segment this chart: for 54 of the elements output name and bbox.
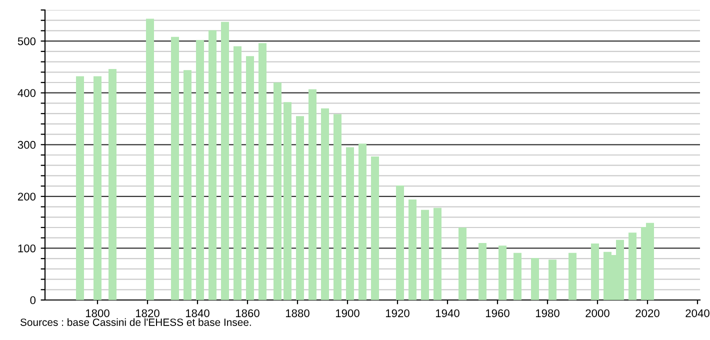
x-tick-label: 2000	[586, 309, 610, 318]
bar	[346, 147, 354, 300]
bar	[208, 30, 216, 300]
bar	[274, 82, 282, 300]
x-tick-label: 1900	[336, 309, 360, 318]
bar	[234, 46, 242, 300]
bar	[358, 144, 366, 300]
bar	[221, 22, 229, 300]
bar	[568, 252, 576, 300]
x-tick-label: 1820	[136, 309, 160, 318]
bar	[591, 244, 599, 300]
bar	[296, 116, 304, 300]
y-tick-label: 200	[18, 192, 36, 201]
x-tick-label: 1960	[486, 309, 510, 318]
bar	[334, 114, 342, 300]
bar	[184, 70, 192, 300]
bar	[146, 18, 154, 300]
y-tick-label: 100	[18, 244, 36, 252]
x-tick-label: 1940	[436, 309, 460, 318]
x-tick-label: 1880	[286, 309, 310, 318]
bar	[478, 243, 486, 300]
bar	[408, 200, 416, 300]
bar	[498, 246, 506, 300]
bar	[171, 36, 179, 300]
bar	[76, 76, 84, 300]
bar	[258, 43, 266, 300]
bar	[321, 108, 329, 300]
bar	[421, 210, 429, 300]
bar	[396, 186, 404, 300]
x-tick-label: 2020	[636, 309, 660, 318]
source-note: Sources : base Cassini de l'EHESS et base Insee.	[20, 318, 251, 326]
bar	[514, 252, 522, 300]
y-tick-label: 400	[18, 89, 36, 97]
y-tick-label: 500	[18, 37, 36, 46]
x-tick-label: 1800	[86, 309, 110, 318]
x-tick-label: 2040	[686, 309, 710, 318]
x-tick-label: 1860	[236, 309, 260, 318]
bar	[371, 156, 379, 300]
y-tick-label: 300	[18, 140, 36, 149]
x-tick-label: 1920	[386, 309, 410, 318]
bar	[434, 208, 442, 300]
bar	[246, 56, 254, 300]
bar	[548, 260, 556, 300]
bar	[308, 89, 316, 300]
x-tick-label: 1840	[186, 309, 210, 318]
bar	[108, 69, 116, 300]
x-tick-label: 1980	[536, 309, 560, 318]
bar	[458, 228, 466, 300]
bar	[531, 258, 539, 300]
bar	[94, 76, 102, 300]
bar	[284, 102, 292, 300]
bar	[628, 232, 636, 300]
y-tick-label: 0	[30, 296, 36, 304]
bar	[196, 40, 204, 300]
